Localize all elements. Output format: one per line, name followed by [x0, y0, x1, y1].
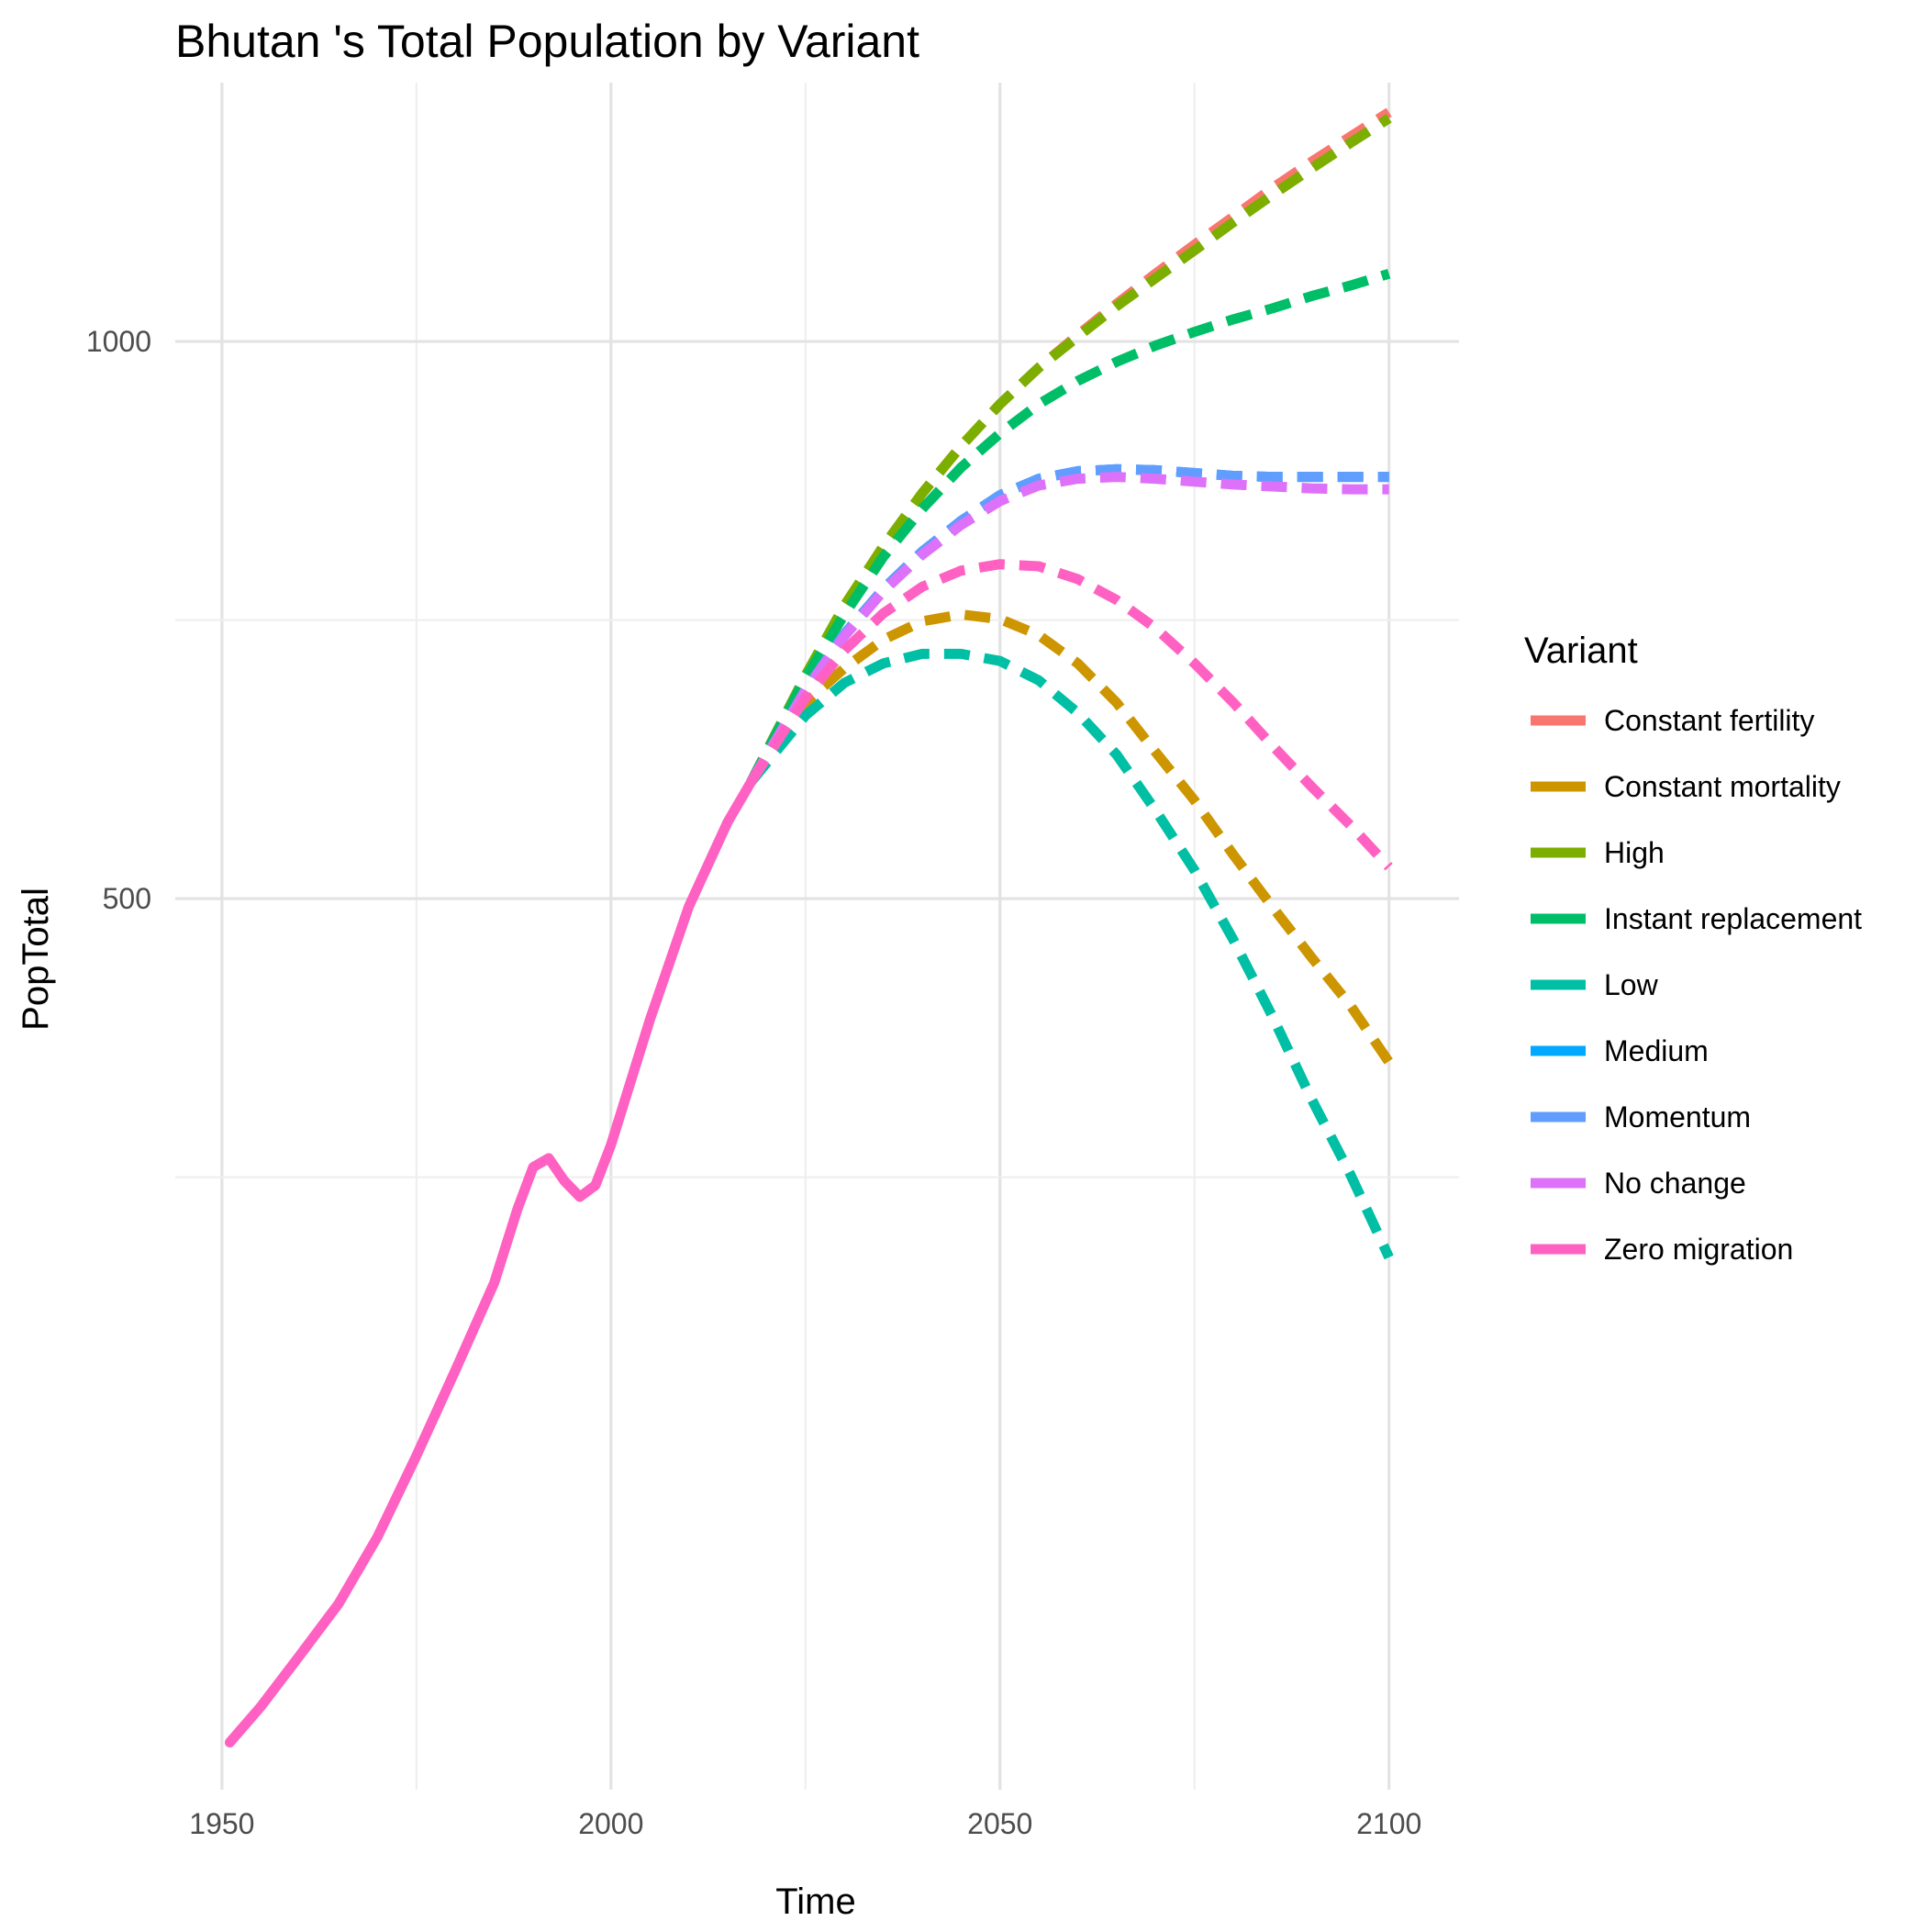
chart-title: Bhutan 's Total Population by Variant — [175, 16, 919, 67]
legend-label-high: High — [1604, 836, 1665, 869]
series-line-no-change — [746, 472, 1389, 785]
x-axis-title: Time — [775, 1882, 855, 1922]
y-axis-ticks: 500 1000 — [86, 325, 151, 915]
y-tick-label: 1000 — [86, 325, 151, 358]
x-tick-label: 2050 — [967, 1807, 1032, 1840]
series-line-historical — [224, 776, 756, 1748]
y-axis-title: PopTotal — [16, 888, 56, 1031]
series-line-instant-replacement — [746, 268, 1391, 785]
legend-label-no-change: No change — [1604, 1167, 1746, 1200]
legend-label-low: Low — [1604, 968, 1659, 1001]
series-line-constant-mortality — [746, 609, 1394, 1066]
legend-items: Constant fertility Constant mortality High… — [1531, 704, 1862, 1266]
legend-label-momentum: Momentum — [1604, 1100, 1751, 1134]
y-tick-label: 500 — [103, 882, 151, 915]
series-line-high — [746, 114, 1392, 785]
series-line-zero-migration — [746, 559, 1393, 871]
x-axis-ticks: 1950 2000 2050 2100 — [189, 1807, 1421, 1840]
legend-label-zero-migration: Zero migration — [1604, 1233, 1793, 1266]
x-tick-label: 1950 — [189, 1807, 254, 1840]
x-tick-label: 2000 — [578, 1807, 643, 1840]
legend-label-constant-fertility: Constant fertility — [1604, 704, 1814, 737]
series-line-low — [747, 648, 1394, 1260]
legend-label-constant-mortality: Constant mortality — [1604, 770, 1841, 803]
grid — [175, 83, 1459, 1790]
legend-title: Variant — [1524, 631, 1638, 671]
legend: Variant Constant fertility Constant morta… — [1524, 631, 1862, 1266]
series-line-momentum — [746, 463, 1389, 785]
legend-label-medium: Medium — [1604, 1034, 1709, 1067]
x-tick-label: 2100 — [1356, 1807, 1421, 1840]
series-lines — [224, 107, 1394, 1748]
legend-label-instant-replacement: Instant replacement — [1604, 902, 1862, 935]
